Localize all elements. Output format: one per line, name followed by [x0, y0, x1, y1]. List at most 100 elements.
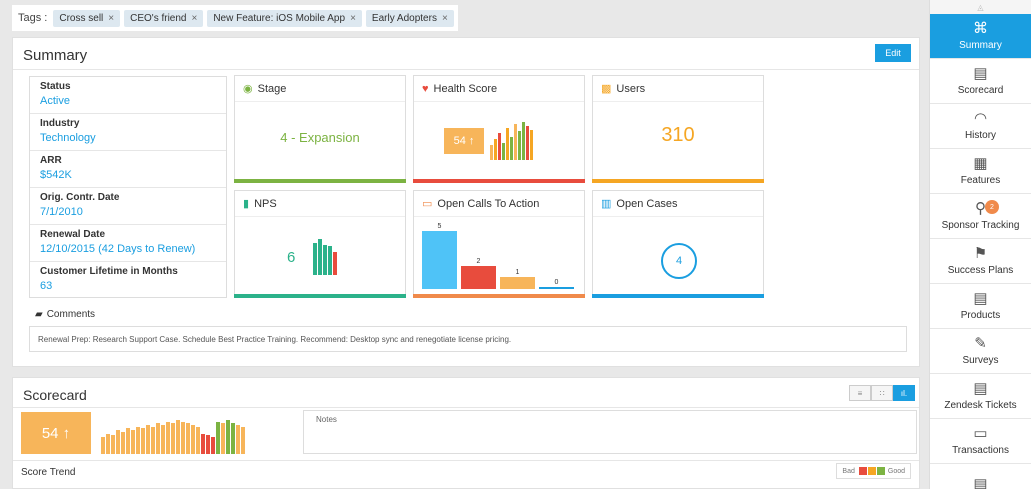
info-row: Customer Lifetime in Months 63	[30, 262, 226, 299]
summary-panel: Summary Edit Status Active Industry Tech…	[12, 37, 920, 367]
card-header: ▭ Open Calls To Action	[414, 191, 584, 217]
open-cta-card[interactable]: ▭ Open Calls To Action 5 2 1 0	[413, 190, 585, 298]
sidebar-item-history[interactable]: ◠ History	[930, 104, 1031, 149]
trend-bar	[323, 245, 327, 275]
remove-tag-icon[interactable]: ×	[441, 12, 448, 24]
card-title: Users	[616, 82, 646, 95]
trend-bar	[206, 435, 210, 454]
sidebar-item-label: Products	[960, 310, 1001, 321]
card-accent-bar	[234, 179, 406, 183]
info-label: Customer Lifetime in Months	[40, 266, 178, 277]
trend-bar	[494, 139, 497, 160]
comments-label-text: Comments	[46, 309, 96, 320]
users-card[interactable]: ▩ Users 310	[592, 75, 764, 183]
bar-chart-icon: ▮	[243, 198, 250, 210]
overall-score: 54 ↑	[21, 412, 91, 454]
info-value[interactable]: 7/1/2010	[40, 206, 83, 218]
trend-bar	[236, 425, 240, 454]
trend-bar	[333, 252, 337, 275]
trend-bar	[221, 423, 225, 454]
tag[interactable]: Cross sell ×	[53, 9, 121, 27]
nps-trend-chart	[313, 237, 337, 275]
more-icon: ▤	[973, 475, 988, 489]
edit-button[interactable]: Edit	[875, 44, 911, 62]
tag-label: New Feature: iOS Mobile App	[213, 12, 346, 24]
collapse-handle[interactable]: ◬	[930, 0, 1031, 14]
notification-badge: 2	[985, 200, 999, 214]
card-title: NPS	[254, 197, 277, 210]
card-accent-bar	[592, 294, 764, 298]
scorecard-icon: ▤	[973, 65, 988, 82]
tags-bar: Tags : Cross sell × CEO's friend × New Fea…	[12, 5, 458, 31]
card-title: Open Cases	[616, 197, 678, 210]
health-score-card[interactable]: ♥ Health Score 54 ↑	[413, 75, 585, 183]
sidebar-item-products[interactable]: ▤ Products	[930, 284, 1031, 329]
sidebar-item-transactions[interactable]: ▭ Transactions	[930, 419, 1031, 464]
trend-bar	[141, 428, 145, 454]
info-value[interactable]: 12/10/2015 (42 Days to Renew)	[40, 243, 196, 255]
remove-tag-icon[interactable]: ×	[108, 12, 115, 24]
sidebar-item-features[interactable]: ▦ Features	[930, 149, 1031, 194]
trend-bar	[518, 131, 521, 160]
info-value[interactable]: Technology	[40, 132, 96, 144]
heart-icon: ♥	[422, 82, 429, 95]
sidebar-item-summary[interactable]: ⌘ Summary	[930, 14, 1031, 59]
open-cases-card[interactable]: ▥ Open Cases 4	[592, 190, 764, 298]
trend-bar	[201, 434, 205, 454]
info-value[interactable]: Active	[40, 95, 70, 107]
cta-bar[interactable]	[539, 287, 574, 289]
remove-tag-icon[interactable]: ×	[191, 12, 198, 24]
nps-card[interactable]: ▮ NPS 6	[234, 190, 406, 298]
sidebar-item-more[interactable]: ▤	[930, 464, 1031, 489]
tag[interactable]: Early Adopters ×	[365, 9, 454, 27]
sidebar-nav: ⌘ Summary ▤ Scorecard ◠ History ▦ Features ⚲ Spon…	[930, 14, 1031, 489]
trend-bar	[111, 435, 115, 454]
trend-bar	[121, 432, 125, 454]
trend-bar	[126, 428, 130, 454]
comments-text[interactable]: Renewal Prep: Research Support Case. Sch…	[29, 326, 907, 352]
chart-view-icon[interactable]: ıl.	[893, 385, 915, 401]
tag[interactable]: New Feature: iOS Mobile App ×	[207, 9, 362, 27]
divider	[13, 460, 919, 461]
sidebar-item-label: Features	[960, 175, 1001, 186]
sidebar-item-surveys[interactable]: ✎ Surveys	[930, 329, 1031, 374]
cta-bar-label: 5	[437, 223, 442, 230]
tag[interactable]: CEO's friend ×	[124, 9, 204, 27]
info-value[interactable]: $542K	[40, 169, 72, 181]
trend-bar	[171, 423, 175, 454]
trend-bar	[328, 246, 332, 275]
sidebar-item-success-plans[interactable]: ⚑ Success Plans	[930, 239, 1031, 284]
info-label: ARR	[40, 155, 62, 166]
sidebar-item-zendesk-tickets[interactable]: ▤ Zendesk Tickets	[930, 374, 1031, 419]
remove-tag-icon[interactable]: ×	[350, 12, 356, 24]
trend-bar	[231, 423, 235, 454]
puzzle-icon: ▦	[973, 155, 988, 172]
cta-bar[interactable]	[500, 277, 535, 289]
sidebar-item-label: Summary	[959, 40, 1002, 51]
trend-bar	[146, 425, 150, 454]
list-view-icon[interactable]: ≡	[849, 385, 871, 401]
cta-bar[interactable]	[461, 266, 496, 289]
trend-bar	[241, 427, 245, 454]
trend-bar	[498, 133, 501, 160]
sidebar-item-scorecard[interactable]: ▤ Scorecard	[930, 59, 1031, 104]
score-legend: Bad Good	[836, 463, 911, 479]
cta-icon: ▭	[422, 198, 433, 210]
trend-bar	[106, 434, 110, 454]
sidebar-item-sponsor-tracking[interactable]: ⚲ Sponsor Tracking 2	[930, 194, 1031, 239]
notes-box[interactable]: Notes	[303, 410, 917, 454]
users-value: 310	[661, 124, 695, 146]
info-value[interactable]: 63	[40, 280, 53, 292]
grid-view-icon[interactable]: ∷	[871, 385, 893, 401]
trend-bar	[211, 437, 215, 454]
sidebar-item-label: Surveys	[962, 355, 999, 366]
trend-bar	[136, 427, 140, 454]
card-accent-bar	[234, 294, 406, 298]
trend-bar	[490, 145, 493, 160]
legend-swatch	[876, 467, 885, 475]
trend-bar	[530, 130, 533, 160]
info-row: Status Active	[30, 77, 226, 114]
cta-bar[interactable]	[422, 231, 457, 289]
trend-bar	[526, 126, 529, 160]
stage-card[interactable]: ◉ Stage 4 - Expansion	[234, 75, 406, 183]
